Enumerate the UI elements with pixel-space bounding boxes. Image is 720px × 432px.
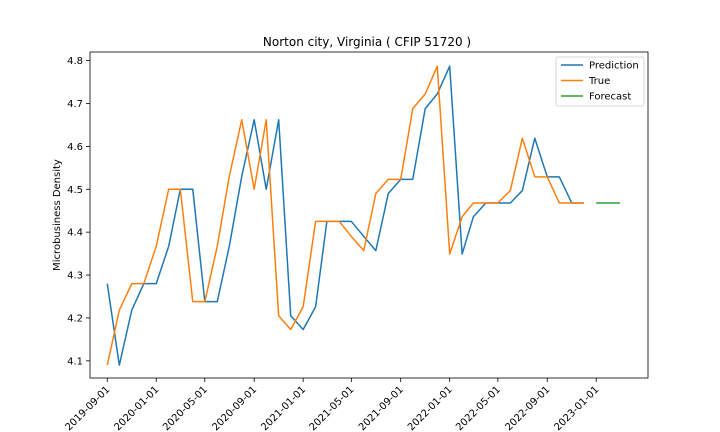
legend-label: Prediction xyxy=(589,61,639,72)
legend-label: True xyxy=(588,76,610,87)
x-tick-label: 2022-05-01 xyxy=(454,384,503,432)
chart-title: Norton city, Virginia ( CFIP 51720 ) xyxy=(263,35,471,49)
x-tick-label: 2020-09-01 xyxy=(210,384,259,432)
x-tick-label: 2021-09-01 xyxy=(357,384,406,432)
x-tick-label: 2022-09-01 xyxy=(503,384,552,432)
series-line-true xyxy=(106,65,584,366)
x-tick-label: 2021-05-01 xyxy=(308,384,357,432)
y-tick-label: 4.8 xyxy=(67,56,83,67)
y-tick-label: 4.2 xyxy=(67,313,83,324)
y-axis-label: Microbusiness Density xyxy=(52,159,63,271)
x-tick-label: 2020-05-01 xyxy=(161,384,210,432)
y-axis: 4.1 4.2 4.3 4.4 4.5 4.6 4.7 4.8 xyxy=(67,56,90,367)
x-axis: 2019-09-01 2020-01-01 2020-05-01 2020-09-01… xyxy=(64,378,601,432)
y-tick-label: 4.4 xyxy=(67,228,83,239)
x-tick-label: 2022-01-01 xyxy=(406,384,455,432)
x-tick-label: 2019-09-01 xyxy=(64,384,113,432)
x-tick-label: 2021-01-01 xyxy=(259,384,308,432)
plot-frame xyxy=(89,51,649,379)
x-tick-label: 2020-01-01 xyxy=(112,384,161,432)
plot-area xyxy=(89,51,649,379)
legend-box xyxy=(555,56,645,107)
y-tick-label: 4.1 xyxy=(67,356,83,367)
series-layer xyxy=(106,65,620,366)
y-tick-label: 4.6 xyxy=(67,142,83,153)
legend-label: Forecast xyxy=(589,92,631,103)
y-tick-label: 4.7 xyxy=(67,99,83,110)
legend: Prediction True Forecast xyxy=(555,56,645,107)
series-line-prediction xyxy=(106,65,584,366)
x-tick-label: 2023-01-01 xyxy=(552,384,601,432)
y-tick-label: 4.5 xyxy=(67,185,83,196)
y-tick-label: 4.3 xyxy=(67,271,83,282)
